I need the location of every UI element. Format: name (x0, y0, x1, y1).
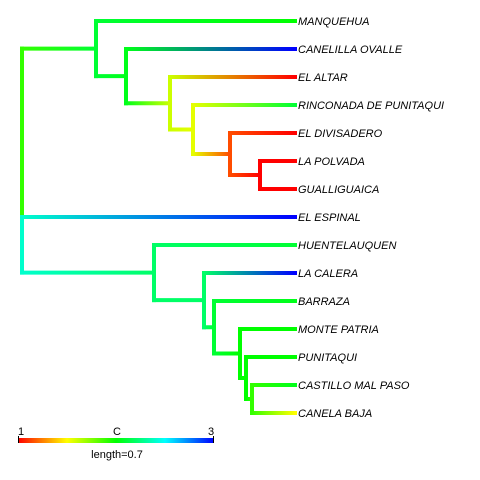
tip-labels: MANQUEHUA CANELILLA OVALLE EL ALTAR RINCONA… (298, 16, 444, 420)
tip-label: EL ESPINAL (298, 212, 361, 224)
legend-max-label: 3 (208, 426, 214, 438)
tip-label: CASTILLO MAL PASO (298, 380, 410, 392)
tip-label: LA CALERA (298, 268, 358, 280)
tip-label: MONTE PATRIA (298, 324, 379, 336)
color-legend: 1 C 3 length=0.7 (18, 426, 214, 461)
tip-label: MANQUEHUA (298, 16, 370, 28)
tip-label: RINCONADA DE PUNITAQUI (298, 100, 444, 112)
tip-label: CANELA BAJA (298, 408, 372, 420)
tip-label: EL DIVISADERO (298, 128, 383, 140)
legend-scale-label: length=0.7 (91, 449, 143, 461)
tip-label: CANELILLA OVALLE (298, 44, 403, 56)
tree-branches (20, 19, 297, 415)
legend-min-label: 1 (18, 426, 24, 438)
tip-label: PUNITAQUI (298, 352, 357, 364)
tip-label: BARRAZA (298, 296, 350, 308)
tip-label: GUALLIGUAICA (298, 184, 379, 196)
legend-color-bar (18, 438, 214, 443)
legend-mid-label: C (113, 426, 121, 438)
tip-label: LA POLVADA (298, 156, 365, 168)
tip-label: HUENTELAUQUEN (298, 240, 396, 252)
tip-label: EL ALTAR (298, 72, 348, 84)
